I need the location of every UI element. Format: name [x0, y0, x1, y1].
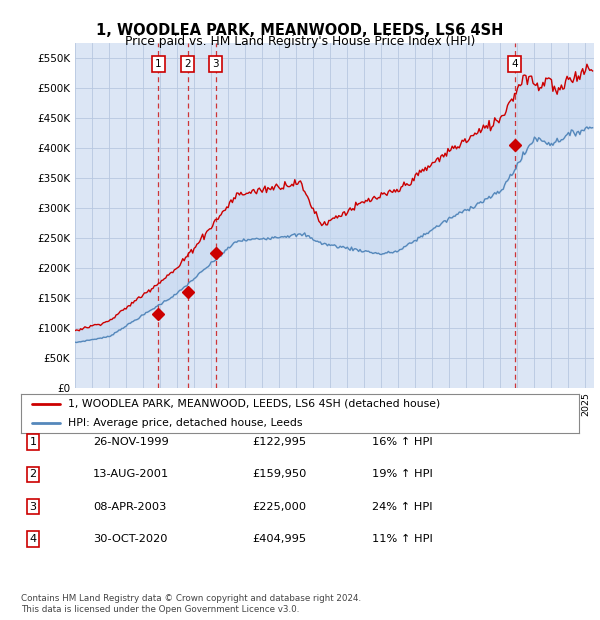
- Text: 08-APR-2003: 08-APR-2003: [93, 502, 166, 512]
- Text: 4: 4: [29, 534, 37, 544]
- Text: HPI: Average price, detached house, Leeds: HPI: Average price, detached house, Leed…: [68, 418, 303, 428]
- Text: 11% ↑ HPI: 11% ↑ HPI: [372, 534, 433, 544]
- Text: Price paid vs. HM Land Registry's House Price Index (HPI): Price paid vs. HM Land Registry's House …: [125, 35, 475, 48]
- Text: £225,000: £225,000: [252, 502, 306, 512]
- Text: 3: 3: [29, 502, 37, 512]
- Text: 1: 1: [155, 60, 161, 69]
- Text: 4: 4: [511, 60, 518, 69]
- Text: Contains HM Land Registry data © Crown copyright and database right 2024.
This d: Contains HM Land Registry data © Crown c…: [21, 595, 361, 614]
- Text: 16% ↑ HPI: 16% ↑ HPI: [372, 437, 433, 447]
- Text: 24% ↑ HPI: 24% ↑ HPI: [372, 502, 433, 512]
- Text: 2: 2: [184, 60, 191, 69]
- Text: £122,995: £122,995: [252, 437, 306, 447]
- Text: 3: 3: [212, 60, 219, 69]
- Text: 13-AUG-2001: 13-AUG-2001: [93, 469, 169, 479]
- Text: £159,950: £159,950: [252, 469, 307, 479]
- Text: 1, WOODLEA PARK, MEANWOOD, LEEDS, LS6 4SH (detached house): 1, WOODLEA PARK, MEANWOOD, LEEDS, LS6 4S…: [68, 399, 440, 409]
- Text: 19% ↑ HPI: 19% ↑ HPI: [372, 469, 433, 479]
- Text: 1: 1: [29, 437, 37, 447]
- Text: 26-NOV-1999: 26-NOV-1999: [93, 437, 169, 447]
- Text: 1, WOODLEA PARK, MEANWOOD, LEEDS, LS6 4SH: 1, WOODLEA PARK, MEANWOOD, LEEDS, LS6 4S…: [97, 23, 503, 38]
- Text: £404,995: £404,995: [252, 534, 306, 544]
- Text: 30-OCT-2020: 30-OCT-2020: [93, 534, 167, 544]
- Text: 2: 2: [29, 469, 37, 479]
